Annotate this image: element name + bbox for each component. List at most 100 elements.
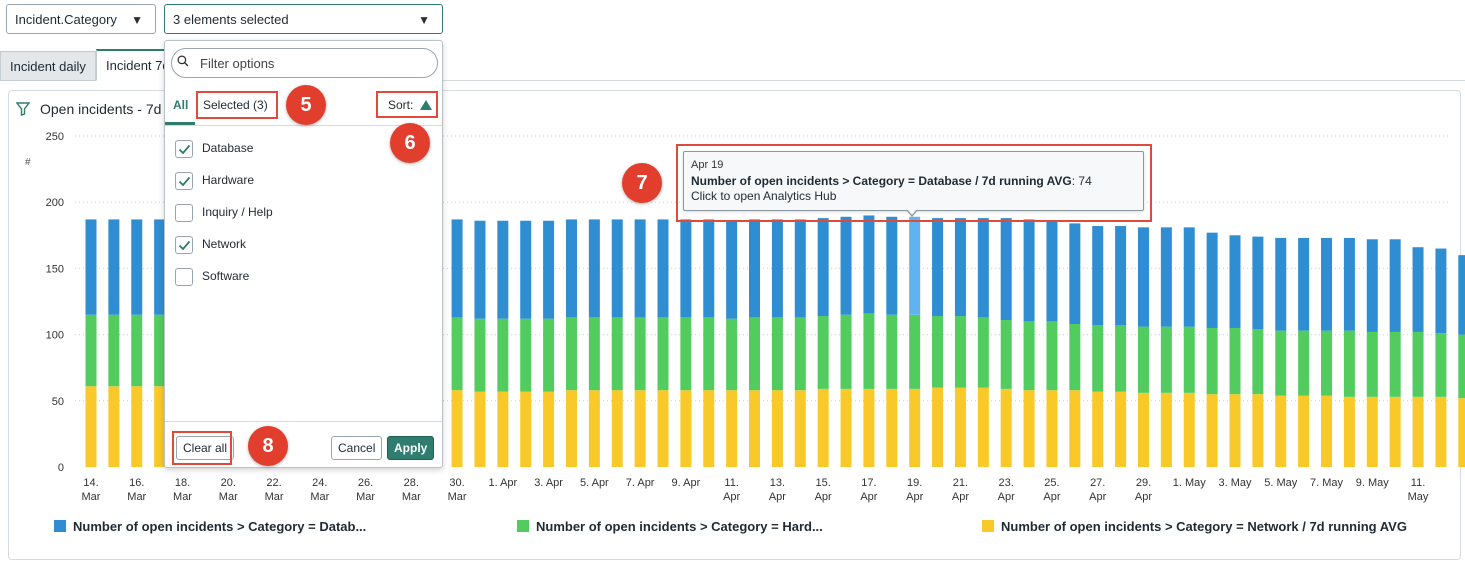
checkbox-inquiry-help[interactable]	[175, 203, 193, 222]
filter-icon[interactable]	[16, 102, 30, 116]
bar-segment	[497, 318, 509, 392]
bar-segment	[634, 390, 646, 467]
bar-segment	[1298, 330, 1310, 396]
bar-segment	[451, 390, 463, 467]
sort-toggle[interactable]: Sort:	[388, 98, 432, 112]
bar-segment	[1343, 396, 1355, 467]
checkbox-software[interactable]	[175, 267, 193, 286]
x-tick-label: 14.	[83, 477, 98, 489]
bar-segment	[1046, 390, 1058, 467]
x-tick-label: 9. May	[1356, 477, 1390, 489]
x-tick-label: 5. May	[1264, 477, 1298, 489]
filter-options-input[interactable]	[171, 48, 438, 78]
footer-divider	[165, 421, 442, 422]
bar-segment	[131, 386, 143, 467]
bar-segment	[817, 388, 829, 467]
bar-segment	[451, 219, 463, 318]
x-tick-label: 15.	[816, 477, 831, 489]
bar-segment	[1321, 395, 1333, 467]
bar-segment	[154, 219, 166, 315]
bar-segment	[657, 317, 669, 391]
x-tick-label: 21.	[953, 477, 968, 489]
bar-segment	[1115, 226, 1127, 326]
y-tick-label: 150	[46, 263, 64, 275]
bar-segment	[771, 317, 783, 391]
x-tick-label: 23.	[999, 477, 1014, 489]
x-tick-label: 17.	[861, 477, 876, 489]
annotation-box-tooltip	[676, 144, 1152, 222]
bar-segment	[1252, 394, 1264, 467]
search-icon	[177, 55, 189, 67]
checkbox-hardware[interactable]	[175, 171, 193, 190]
bar-segment	[543, 391, 555, 467]
tooltip-hint: Click to open Analytics Hub	[691, 189, 837, 203]
field-select[interactable]: Incident.Category ▼	[6, 4, 156, 34]
bar-segment	[794, 219, 806, 318]
option-label: Network	[202, 237, 247, 251]
option-hardware[interactable]: Hardware	[175, 169, 254, 191]
annotation-badge-7: 7	[622, 163, 662, 203]
bar-segment	[1458, 398, 1465, 467]
bar-segment	[1092, 325, 1104, 392]
bar-segment	[1183, 326, 1195, 393]
bar-segment	[749, 317, 761, 391]
bar-segment	[1321, 237, 1333, 331]
y-tick-label: 0	[58, 462, 64, 474]
tooltip-value: : 74	[1071, 174, 1092, 188]
bar-segment	[1206, 327, 1218, 395]
option-label: Inquiry / Help	[202, 205, 273, 219]
active-tab-indicator	[165, 122, 195, 125]
clear-all-button[interactable]: Clear all	[176, 436, 235, 460]
x-tick-label: 19.	[907, 477, 922, 489]
legend-item-network[interactable]: Number of open incidents > Category = Ne…	[982, 519, 1407, 534]
bar-segment	[1206, 232, 1218, 328]
value-select[interactable]: 3 elements selected ▼	[164, 4, 443, 34]
bar-segment	[886, 388, 898, 467]
bar-segment	[726, 390, 738, 467]
bar-segment	[1023, 390, 1035, 467]
cancel-button[interactable]: Cancel	[331, 436, 383, 460]
bar-segment	[520, 391, 532, 467]
bar-segment	[1183, 227, 1195, 327]
legend-swatch-hardware	[517, 520, 529, 532]
tab-bar-divider	[0, 80, 1465, 81]
checkmark-icon	[178, 240, 191, 251]
option-inquiry-help[interactable]: Inquiry / Help	[175, 201, 273, 223]
x-tick-label: 24.	[312, 477, 327, 489]
option-database[interactable]: Database	[175, 137, 253, 159]
bar-segment	[977, 387, 989, 467]
tab-all[interactable]: All	[173, 98, 189, 112]
chart-tooltip[interactable]: Apr 19 Number of open incidents > Catego…	[683, 151, 1144, 211]
checkbox-network[interactable]	[175, 235, 193, 254]
tab-selected[interactable]: Selected (3)	[203, 98, 268, 112]
dropdown-divider	[165, 125, 442, 126]
annotation-badge-8: 8	[248, 426, 288, 466]
apply-button[interactable]: Apply	[387, 436, 435, 460]
annotation-badge-6: 6	[390, 123, 430, 163]
x-tick-label: 5. Apr	[580, 477, 609, 489]
x-tick-label: Mar	[356, 491, 375, 503]
bar-segment	[1000, 388, 1012, 467]
checkbox-database[interactable]	[175, 139, 193, 158]
option-software[interactable]: Software	[175, 265, 249, 287]
bar-segment	[1389, 396, 1401, 467]
legend-item-hardware[interactable]: Number of open incidents > Category = Ha…	[517, 519, 823, 534]
bar-segment	[1023, 321, 1035, 391]
legend-item-database[interactable]: Number of open incidents > Category = Da…	[54, 519, 366, 534]
tab-incident-daily[interactable]: Incident daily	[0, 51, 96, 81]
bar-segment	[726, 220, 738, 319]
bar-segment	[1458, 334, 1465, 399]
x-tick-label: Apr	[815, 491, 832, 503]
bar-segment	[108, 219, 120, 315]
option-network[interactable]: Network	[175, 233, 246, 255]
bar-segment	[1435, 248, 1447, 334]
annotation-box-sort	[376, 91, 438, 118]
bar-segment	[1046, 321, 1058, 391]
x-tick-label: Apr	[769, 491, 786, 503]
bar-segment	[1366, 396, 1378, 467]
tooltip-series-line: Number of open incidents > Category = Da…	[691, 174, 1136, 188]
bar-segment	[680, 317, 692, 391]
bar-segment	[932, 387, 944, 467]
bar-segment	[863, 313, 875, 389]
bar-segment	[108, 314, 120, 387]
